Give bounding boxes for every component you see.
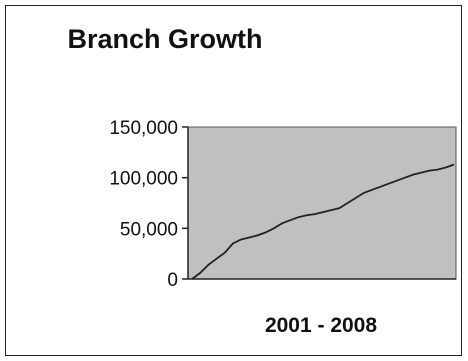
- plot-area: [187, 126, 457, 280]
- y-tick-label: 150,000: [109, 118, 178, 139]
- y-tick-label: 50,000: [120, 219, 178, 240]
- series-line: [191, 163, 455, 280]
- chart-title: Branch Growth: [67, 24, 263, 54]
- y-tick-label: 0: [167, 270, 178, 291]
- x-axis-label: 2001 - 2008: [265, 314, 377, 337]
- y-tick-label: 100,000: [109, 169, 178, 190]
